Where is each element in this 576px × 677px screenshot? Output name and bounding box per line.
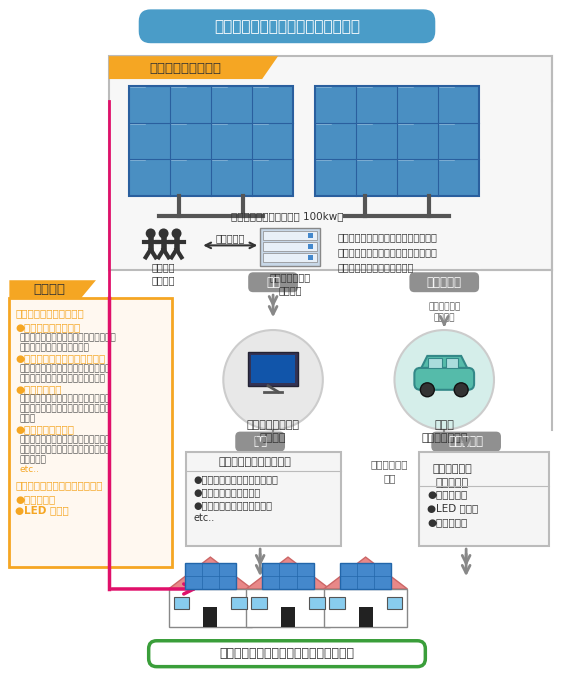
Text: 管理組合
（住民）: 管理組合 （住民）: [152, 262, 175, 286]
Text: ●ハウスクリーニング: ●ハウスクリーニング: [16, 322, 81, 332]
Bar: [309, 597, 325, 609]
Circle shape: [223, 330, 323, 430]
Bar: [281, 607, 295, 627]
Text: ●防犯カメラ: ●防犯カメラ: [16, 494, 55, 504]
Text: ●日用品お届け: ●日用品お届け: [16, 384, 62, 394]
Bar: [263, 242, 317, 251]
Text: ●街の省エネランキング: ●街の省エネランキング: [194, 487, 261, 498]
Bar: [248, 352, 298, 386]
Text: エネルギーを
充電する: エネルギーを 充電する: [428, 302, 460, 322]
Circle shape: [420, 383, 434, 397]
Text: 情報: 情報: [266, 276, 280, 288]
FancyBboxPatch shape: [414, 368, 474, 390]
Text: グサービスが受けられます。: グサービスが受けられます。: [20, 343, 89, 352]
Text: ●ポイント積み立て: ●ポイント積み立て: [16, 424, 74, 435]
Bar: [109, 56, 552, 270]
Text: 収益を各住宅に還元する: 収益を各住宅に還元する: [16, 308, 84, 318]
Circle shape: [395, 330, 494, 430]
Bar: [203, 607, 217, 627]
Circle shape: [158, 228, 169, 238]
Text: スマ・エコタウン陽だまりの丘　各住宅: スマ・エコタウン陽だまりの丘 各住宅: [219, 647, 354, 660]
FancyBboxPatch shape: [149, 640, 425, 667]
Text: ●共用蓄電池: ●共用蓄電池: [427, 489, 468, 500]
Text: エネルギーを
街でつかう: エネルギーを 街でつかう: [433, 464, 472, 487]
Bar: [251, 597, 267, 609]
Text: カーレンタル
する: カーレンタル する: [371, 460, 408, 483]
Text: 使わなかったポイントを積み立てて、: 使わなかったポイントを積み立てて、: [20, 435, 111, 445]
Bar: [187, 452, 341, 546]
Text: 賃貸借契約を結ぶことで、天候に左右
されることなく、安定的に各種サービ
スを受けることができます。: 賃貸借契約を結ぶことで、天候に左右 されることなく、安定的に各種サービ スを受け…: [338, 232, 438, 272]
Bar: [419, 452, 549, 546]
Bar: [251, 355, 295, 383]
Polygon shape: [422, 356, 467, 368]
Text: ●LED 防犯灯: ●LED 防犯灯: [16, 505, 69, 515]
FancyBboxPatch shape: [410, 272, 479, 292]
Text: etc..: etc..: [20, 466, 39, 475]
Bar: [173, 597, 190, 609]
Bar: [184, 563, 236, 589]
Circle shape: [172, 228, 181, 238]
Text: ●共用部のエネルギー使用量: ●共用部のエネルギー使用量: [194, 500, 272, 510]
Bar: [262, 563, 314, 589]
Text: 収益を共用設備の運用に充てる: 収益を共用設備の運用に充てる: [16, 481, 103, 490]
Bar: [308, 234, 313, 238]
Circle shape: [146, 228, 156, 238]
Text: ●LED 防犯灯: ●LED 防犯灯: [427, 503, 479, 513]
Bar: [315, 86, 479, 196]
Text: 賃貸借契約: 賃貸借契約: [215, 234, 245, 244]
Bar: [308, 244, 313, 249]
FancyBboxPatch shape: [235, 432, 285, 452]
Bar: [386, 597, 403, 609]
Text: エネルギー: エネルギー: [449, 435, 484, 448]
Text: 品やガーデニング用品を届けてもらえ: 品やガーデニング用品を届けてもらえ: [20, 405, 111, 414]
Text: エネルギーをつくる: エネルギーをつくる: [150, 62, 222, 74]
Text: キッチンやエアコンなどのクリーニング: キッチンやエアコンなどのクリーニング: [20, 333, 116, 342]
Text: ●クリーニンググッズレンタル: ●クリーニンググッズレンタル: [16, 353, 105, 363]
Bar: [308, 255, 313, 261]
Text: 街のエネルギーがみえる: 街のエネルギーがみえる: [218, 458, 291, 468]
Text: 気清浄機などをレンタルできます。: 気清浄機などをレンタルできます。: [20, 374, 105, 383]
Text: 住宅のメンテナンス費用の一部に充当: 住宅のメンテナンス費用の一部に充当: [20, 445, 111, 454]
Polygon shape: [246, 557, 330, 589]
Text: 住まいをキレイにしておくための日用: 住まいをキレイにしておくための日用: [20, 395, 111, 403]
Text: 街かど太陽光発電所（約 100kw）: 街かど太陽光発電所（約 100kw）: [231, 211, 343, 221]
FancyBboxPatch shape: [431, 432, 501, 452]
Bar: [169, 589, 252, 627]
Text: etc..: etc..: [194, 513, 215, 523]
Bar: [446, 358, 458, 368]
Text: モップをはじめとするお掃除用品や空: モップをはじめとするお掃除用品や空: [20, 364, 111, 373]
Polygon shape: [9, 280, 96, 298]
Bar: [260, 228, 320, 266]
Bar: [324, 589, 407, 627]
Text: ●防犯カメラ: ●防犯カメラ: [427, 517, 468, 527]
Text: ●街かど太陽光発電の発電状況: ●街かど太陽光発電の発電状況: [194, 475, 278, 485]
FancyBboxPatch shape: [139, 9, 435, 43]
Circle shape: [454, 383, 468, 397]
Bar: [129, 86, 293, 196]
Text: 大和エネルギー
株式会社: 大和エネルギー 株式会社: [270, 272, 310, 295]
Bar: [329, 597, 344, 609]
Polygon shape: [109, 56, 278, 79]
Text: 街のエネルギーを
見える化: 街のエネルギーを 見える化: [247, 420, 300, 443]
Polygon shape: [324, 557, 407, 589]
Bar: [359, 607, 373, 627]
Text: 分けあうエネルギーシステム概念図: 分けあうエネルギーシステム概念図: [214, 19, 360, 34]
Bar: [246, 589, 330, 627]
Bar: [340, 563, 392, 589]
Text: できます。: できます。: [20, 456, 46, 464]
Text: 情報: 情報: [253, 435, 267, 448]
Bar: [9, 298, 172, 567]
Text: エネルギー: エネルギー: [427, 276, 462, 288]
Bar: [429, 358, 442, 368]
Text: ます。: ます。: [20, 415, 36, 424]
Bar: [263, 253, 317, 262]
FancyBboxPatch shape: [248, 272, 298, 292]
Polygon shape: [169, 557, 252, 589]
Text: 超小型
電動モビリティ: 超小型 電動モビリティ: [421, 420, 468, 443]
Bar: [263, 232, 317, 240]
Text: サービス: サービス: [33, 283, 65, 296]
Bar: [232, 597, 247, 609]
